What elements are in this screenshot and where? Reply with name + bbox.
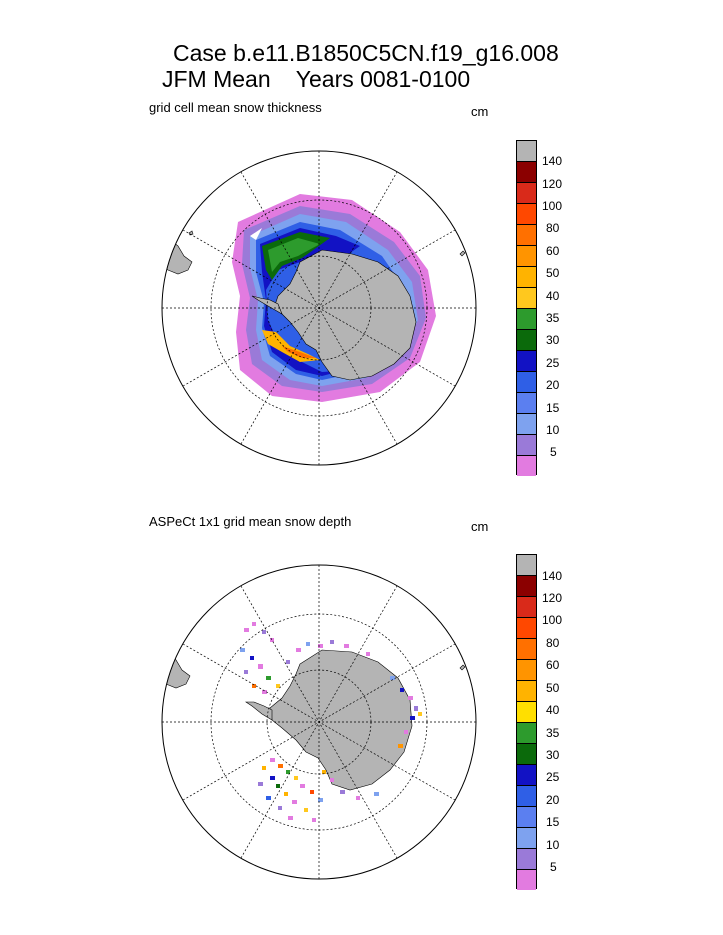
panel1-colorbar-bin (517, 225, 536, 246)
panel1-colorbar-bin (517, 330, 536, 351)
panel1-graticule (162, 151, 476, 465)
panel2-observation-pixels (240, 622, 422, 822)
panel1-title: grid cell mean snow thickness (149, 100, 322, 115)
panel1-colorbar-label: 20 (546, 378, 560, 392)
panel2-colorbar-label: 30 (546, 748, 560, 762)
figure-title-case: Case b.e11.B1850C5CN.f19_g16.008 (173, 40, 559, 66)
panel1-colorbar-bin (517, 246, 536, 267)
panel1-white-gap (250, 228, 262, 240)
panel1-colorbar-label: 35 (546, 311, 560, 325)
panel2-colorbar-label: 20 (546, 793, 560, 807)
panel2-antarctic-peninsula (245, 701, 273, 721)
panel2-colorbar-bin (517, 765, 536, 786)
panel1-colorbar-label: 10 (546, 423, 560, 437)
panel1-colorbar-label: 5 (550, 445, 557, 459)
panel1-colorbar-label: 30 (546, 333, 560, 347)
panel2-map-boundary (161, 564, 477, 880)
panel2-colorbar-bin (517, 702, 536, 723)
panel2-colorbar-bin (517, 723, 536, 744)
panel2-colorbar-label: 5 (550, 860, 557, 874)
panel1-polar-map (161, 150, 477, 466)
panel2-units: cm (471, 519, 489, 534)
panel2-title: ASPeCt 1x1 grid mean snow depth (149, 514, 352, 529)
panel1-colorbar-label: 15 (546, 401, 560, 415)
panel1-colorbar-bin (517, 162, 536, 183)
panel2-colorbar-bin (517, 597, 536, 618)
panel2-colorbar-bin (517, 555, 536, 576)
panel2-colorbar-label: 60 (546, 658, 560, 672)
panel2-colorbar-bin (517, 807, 536, 828)
panel2-colorbar-bin (517, 660, 536, 681)
panel2-colorbar-bin (517, 618, 536, 639)
panel1-units: cm (471, 104, 489, 119)
panel1-island-small (459, 250, 466, 257)
panel1-colorbar-bin (517, 309, 536, 330)
panel2-colorbar-bin (517, 681, 536, 702)
panel1-colorbar-label: 100 (542, 199, 563, 213)
panel1-colorbar-bin (517, 141, 536, 162)
panel2-colorbar-bin (517, 639, 536, 660)
panel2-graticule (162, 565, 476, 879)
panel1-south-america (162, 235, 193, 275)
panel1-colorbar-bin (517, 204, 536, 225)
panel1-colorbar-bin (517, 414, 536, 435)
panel2-colorbar-label: 25 (546, 770, 560, 784)
panel2-island-small (459, 664, 466, 671)
panel1-colorbar-label: 80 (546, 221, 560, 235)
panel1-colorbar-bin (517, 456, 536, 476)
panel1-colorbar-bin (517, 288, 536, 309)
panel2-colorbar-bin (517, 849, 536, 870)
panel1-antarctic-peninsula (251, 295, 283, 315)
panel2-antarctica (269, 649, 413, 791)
panel1-map-boundary (161, 150, 477, 466)
panel2-colorbar-bin (517, 786, 536, 807)
panel1-snow-band-35cm (268, 238, 320, 272)
panel1-colorbar-label: 50 (546, 266, 560, 280)
panel2-new-zealand (343, 877, 359, 879)
panel2-colorbar-bin (517, 828, 536, 849)
panel2-colorbar-bin (517, 870, 536, 890)
panel1-colorbar (516, 140, 537, 476)
panel2-colorbar-bin (517, 576, 536, 597)
panel2-colorbar-label: 140 (542, 569, 563, 583)
panel1-snow-band-80cm (282, 346, 316, 358)
panel2-colorbar-label: 50 (546, 681, 560, 695)
panel1-new-zealand (343, 463, 359, 465)
panel2-colorbar (516, 554, 537, 890)
panel2-colorbar-label: 15 (546, 815, 560, 829)
panel2-colorbar-label: 35 (546, 726, 560, 740)
panel2-colorbar-label: 10 (546, 838, 560, 852)
panel1-colorbar-bin (517, 267, 536, 288)
panel2-colorbar-label: 80 (546, 636, 560, 650)
panel1-colorbar-label: 60 (546, 244, 560, 258)
panel1-colorbar-bin (517, 372, 536, 393)
panel1-colorbar-bin (517, 435, 536, 456)
panel2-colorbar-label: 120 (542, 591, 563, 605)
panel1-colorbar-label: 120 (542, 177, 563, 191)
panel1-colorbar-label: 140 (542, 154, 563, 168)
panel1-colorbar-bin (517, 183, 536, 204)
panel2-colorbar-bin (517, 744, 536, 765)
panel1-snow-band-50cm (262, 330, 320, 362)
panel1-colorbar-bin (517, 393, 536, 414)
panel2-polar-map (161, 564, 477, 880)
panel1-colorbar-label: 40 (546, 289, 560, 303)
panel1-colorbar-bin (517, 351, 536, 372)
panel2-colorbar-label: 100 (542, 613, 563, 627)
panel2-colorbar-label: 40 (546, 703, 560, 717)
panel1-colorbar-label: 25 (546, 356, 560, 370)
figure-title-period: JFM Mean Years 0081-0100 (162, 66, 471, 92)
